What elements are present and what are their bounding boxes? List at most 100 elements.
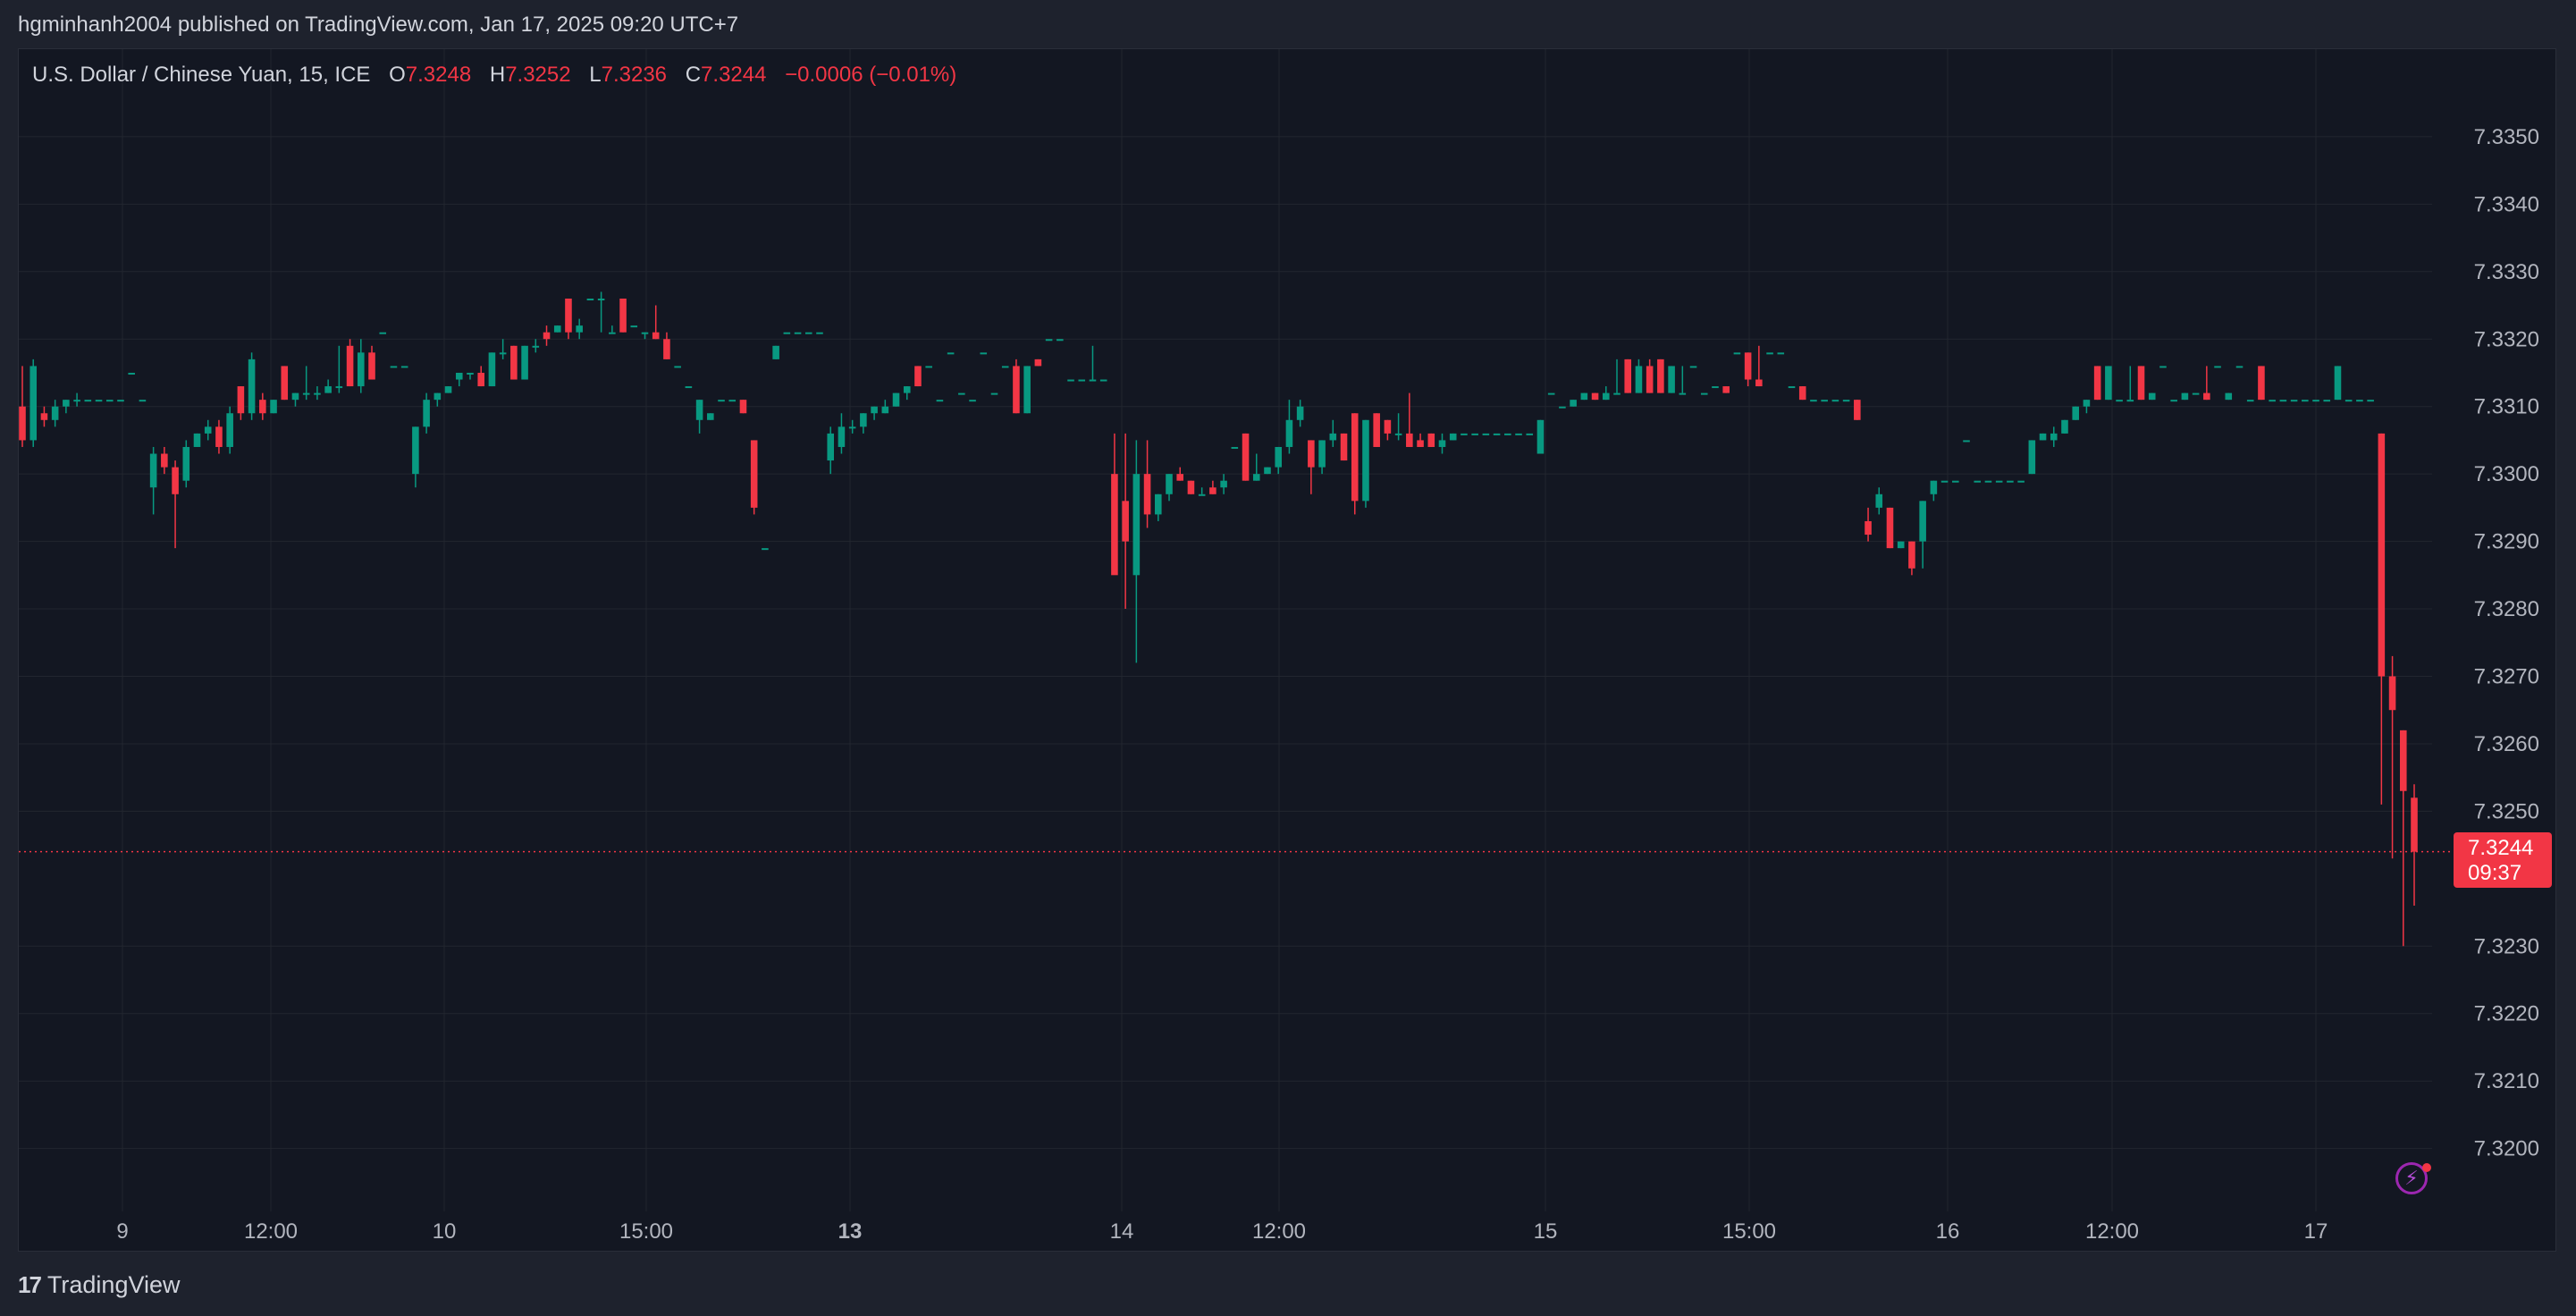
candle-body xyxy=(73,400,80,402)
candle-body xyxy=(248,359,256,414)
candle-body xyxy=(1067,379,1074,382)
open-value: 7.3248 xyxy=(405,63,472,87)
candle-body xyxy=(2203,392,2210,401)
candle-body xyxy=(1471,433,1478,435)
candle-body xyxy=(1252,474,1260,481)
last-price-value: 7.3244 xyxy=(2468,836,2534,860)
candle-body xyxy=(1504,433,1511,435)
candle-body xyxy=(1733,352,1741,355)
candle-body xyxy=(95,400,103,402)
candle-body xyxy=(2399,730,2407,791)
candle-body xyxy=(259,400,266,414)
y-tick-label: 7.3320 xyxy=(2474,327,2539,351)
low-label: L xyxy=(589,63,602,87)
candle-body xyxy=(2028,440,2036,475)
candle-body xyxy=(619,298,627,333)
candle-body xyxy=(400,366,408,368)
candle-body xyxy=(128,372,135,375)
y-tick-label: 7.3220 xyxy=(2474,1002,2539,1026)
candle-body xyxy=(1821,400,1828,402)
candle-body xyxy=(707,413,714,420)
brand-name: TradingView xyxy=(46,1271,181,1298)
open-label: O xyxy=(389,63,406,87)
candle-body xyxy=(1580,392,1588,401)
candle-body xyxy=(2083,400,2091,407)
candle-body xyxy=(2258,366,2265,401)
candle-body xyxy=(161,453,168,468)
candle-body xyxy=(1788,386,1796,389)
candle-body xyxy=(1635,366,1643,393)
candle-body xyxy=(2312,400,2319,402)
footer-brand[interactable]: 17 TradingView xyxy=(18,1271,181,1299)
candle-body xyxy=(2367,400,2374,402)
candle-body xyxy=(718,400,725,402)
candle-body xyxy=(1056,339,1064,342)
candle-body xyxy=(1536,419,1545,454)
candle-body xyxy=(2388,676,2396,711)
candle-body xyxy=(1132,474,1141,576)
candle-body xyxy=(1875,494,1883,508)
candle-body xyxy=(1712,386,1719,389)
candle-body xyxy=(1798,386,1806,401)
candle-body xyxy=(335,386,343,389)
symbol-name[interactable]: U.S. Dollar / Chinese Yuan, 15, ICE xyxy=(32,63,371,87)
candle-body xyxy=(226,413,233,447)
candle-body xyxy=(816,332,823,334)
y-tick-label: 7.3300 xyxy=(2474,462,2539,486)
candle-body xyxy=(1406,433,1413,447)
candle-body xyxy=(1952,480,1959,483)
candle-body xyxy=(2105,366,2112,401)
candle-body xyxy=(1155,494,1162,515)
x-tick-label: 12:00 xyxy=(244,1219,298,1244)
candle-body xyxy=(1700,392,1708,395)
candle-body xyxy=(2061,419,2068,434)
candle-body xyxy=(1209,487,1216,494)
candle-body xyxy=(1744,352,1752,380)
candle-body xyxy=(804,332,812,334)
candle-body xyxy=(1417,440,1424,447)
y-tick-label: 7.3330 xyxy=(2474,260,2539,284)
candle-body xyxy=(2116,400,2123,402)
candlestick-chart[interactable]: 7.3350 7.3340 7.3330 7.3320 7.3310 7.3300 7.32… xyxy=(19,49,2557,1253)
candle-body xyxy=(1034,359,1042,367)
candle-body xyxy=(1308,440,1315,468)
chart-frame[interactable]: 7.3350 7.3340 7.3330 7.3320 7.3310 7.3300 7.32… xyxy=(18,48,2556,1252)
candle-body xyxy=(172,467,179,494)
candle-body xyxy=(1559,406,1566,409)
candle-body xyxy=(969,400,976,402)
candle-body xyxy=(2148,392,2156,401)
candle-body xyxy=(543,332,551,340)
candle-body xyxy=(728,400,737,402)
candle-body xyxy=(2225,392,2233,401)
symbol-legend: U.S. Dollar / Chinese Yuan, 15, ICE O7.3… xyxy=(32,63,956,88)
candle-body xyxy=(1854,400,1861,420)
candle-body xyxy=(783,332,791,334)
candle-body xyxy=(358,352,365,387)
candle-body xyxy=(510,345,518,380)
candle-body xyxy=(2126,400,2134,402)
candle-body xyxy=(237,386,245,414)
candle-body xyxy=(488,352,496,387)
candle-body xyxy=(630,325,638,328)
candle-body xyxy=(958,392,965,395)
lightning-icon[interactable]: ⚡ xyxy=(2395,1162,2428,1194)
candle-body xyxy=(499,352,507,355)
x-tick-label: 13 xyxy=(838,1219,863,1244)
candle-body xyxy=(772,345,779,359)
candle-body xyxy=(860,413,867,427)
candle-body xyxy=(1078,379,1086,382)
y-tick-label: 7.3280 xyxy=(2474,597,2539,621)
candle-body xyxy=(477,372,484,387)
candle-body xyxy=(576,325,583,333)
candle-body xyxy=(1111,474,1118,576)
candle-body xyxy=(1722,386,1730,393)
candle-body xyxy=(609,332,616,334)
candle-body xyxy=(2302,400,2309,402)
candle-body xyxy=(1689,366,1697,368)
candle-body xyxy=(881,406,889,414)
x-tick-label: 15:00 xyxy=(1722,1219,1776,1244)
candle-body xyxy=(84,400,92,402)
candle-body xyxy=(1461,433,1468,435)
candle-body xyxy=(149,453,157,488)
candle-body xyxy=(2159,366,2167,368)
